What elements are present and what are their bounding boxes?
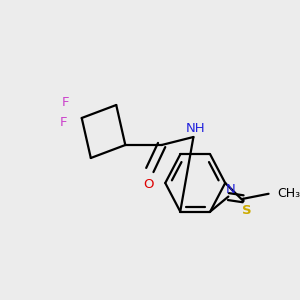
Text: S: S xyxy=(242,203,252,217)
Text: N: N xyxy=(226,183,236,196)
Text: CH₃: CH₃ xyxy=(278,187,300,200)
Text: F: F xyxy=(60,116,67,130)
Text: O: O xyxy=(143,178,153,190)
Text: NH: NH xyxy=(185,122,205,134)
Text: F: F xyxy=(61,95,69,109)
